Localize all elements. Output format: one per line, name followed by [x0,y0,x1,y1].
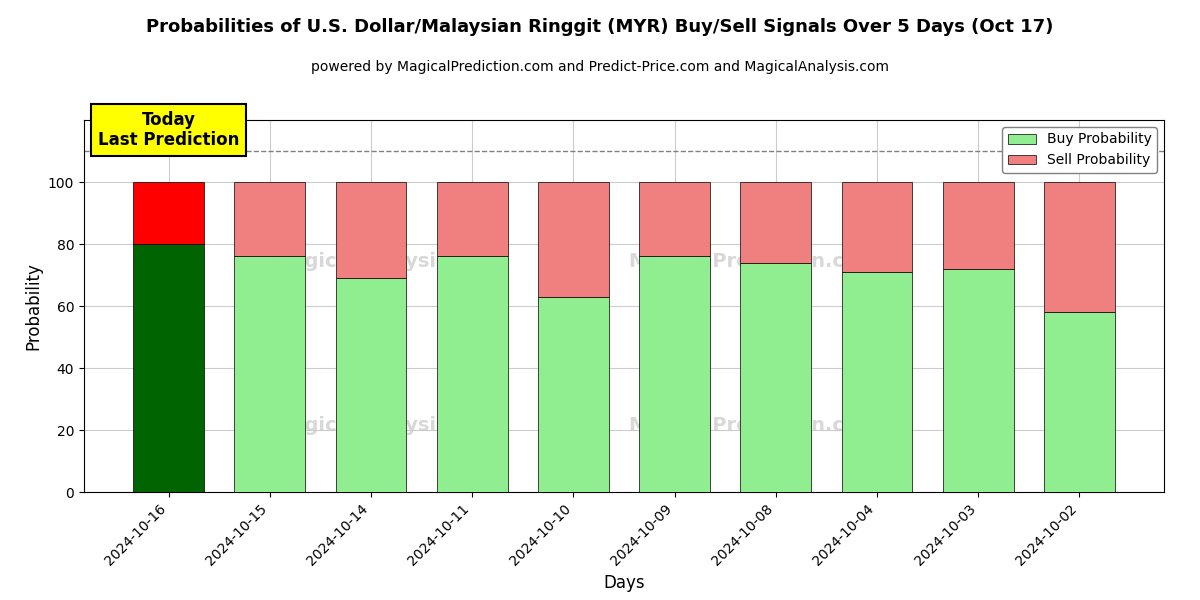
Bar [740,263,811,492]
Bar [538,182,608,296]
Bar [437,256,508,492]
Bar [841,182,912,272]
Text: powered by MagicalPrediction.com and Predict-Price.com and MagicalAnalysis.com: powered by MagicalPrediction.com and Pre… [311,60,889,74]
Bar [234,182,305,256]
Bar [1044,182,1115,312]
Bar [740,182,811,263]
Legend: Buy Probability, Sell Probability: Buy Probability, Sell Probability [1002,127,1157,173]
Bar [1044,312,1115,492]
Y-axis label: Probability: Probability [24,262,42,350]
Bar [437,182,508,256]
Bar [234,256,305,492]
Text: MagicalPrediction.com: MagicalPrediction.com [629,252,878,271]
Text: MagicalAnalysis.com: MagicalAnalysis.com [272,416,500,434]
Bar [943,182,1014,269]
Bar [133,182,204,244]
X-axis label: Days: Days [604,574,644,592]
Text: Probabilities of U.S. Dollar/Malaysian Ringgit (MYR) Buy/Sell Signals Over 5 Day: Probabilities of U.S. Dollar/Malaysian R… [146,18,1054,36]
Bar [841,272,912,492]
Bar [538,296,608,492]
Text: Today
Last Prediction: Today Last Prediction [98,110,239,149]
Text: MagicalAnalysis.com: MagicalAnalysis.com [272,252,500,271]
Bar [336,278,407,492]
Bar [336,182,407,278]
Bar [640,182,710,256]
Bar [943,269,1014,492]
Bar [133,244,204,492]
Bar [640,256,710,492]
Text: MagicalPrediction.com: MagicalPrediction.com [629,416,878,434]
